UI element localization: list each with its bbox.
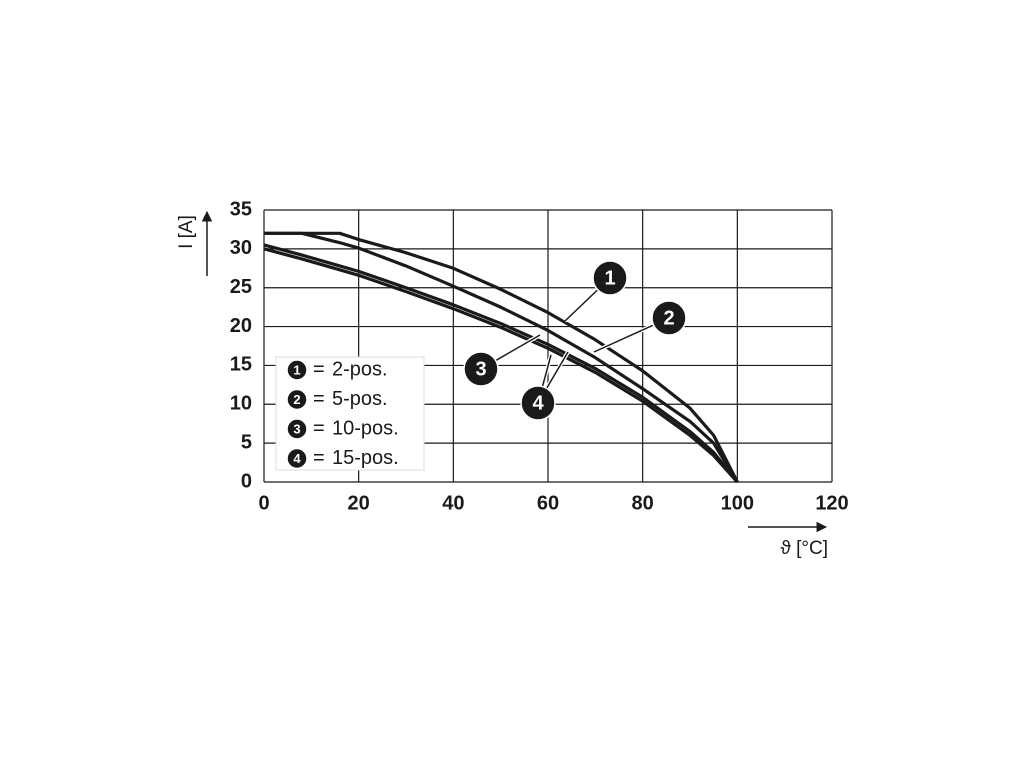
y-tick-label: 5 — [241, 431, 252, 453]
badge — [286, 359, 308, 381]
legend-separator: = — [313, 417, 325, 439]
series-line — [264, 231, 739, 483]
badge — [520, 385, 556, 421]
x-tick-label: 0 — [258, 492, 269, 514]
badge-label: 2 — [663, 307, 674, 329]
legend-separator: = — [313, 388, 325, 410]
badge-label: 4 — [293, 451, 301, 466]
y-tick-label: 15 — [230, 354, 252, 376]
badge-label: 4 — [532, 392, 544, 414]
badge-label: 2 — [293, 392, 300, 407]
badge-label: 3 — [475, 358, 486, 380]
y-axis-label: I [A] — [176, 215, 197, 249]
x-tick-label: 40 — [442, 492, 464, 514]
x-tick-label: 60 — [537, 492, 559, 514]
legend-label: 2-pos. — [332, 358, 388, 380]
series-line — [263, 243, 739, 484]
badge-label: 1 — [604, 267, 615, 289]
badge — [463, 351, 499, 387]
badge — [286, 388, 308, 411]
y-tick-label: 20 — [230, 315, 252, 337]
series-line — [264, 231, 739, 483]
y-tick-label: 0 — [241, 470, 252, 492]
legend-label: 10-pos. — [332, 417, 399, 439]
series-line — [263, 247, 739, 484]
y-tick-label: 30 — [230, 237, 252, 259]
x-tick-label: 120 — [815, 492, 848, 514]
badge — [286, 447, 308, 470]
badge — [651, 300, 687, 336]
legend-separator: = — [313, 447, 325, 469]
badge-label: 1 — [293, 362, 300, 377]
y-tick-label: 10 — [230, 393, 252, 415]
badge — [592, 260, 628, 296]
x-axis-label: ϑ [°C] — [780, 538, 828, 559]
x-tick-label: 80 — [632, 492, 654, 514]
badge — [286, 418, 308, 440]
legend-label: 15-pos. — [332, 447, 399, 469]
x-tick-label: 20 — [348, 492, 370, 514]
legend-separator: = — [313, 358, 325, 380]
badge-label: 3 — [293, 421, 300, 436]
legend-label: 5-pos. — [332, 388, 388, 410]
y-tick-label: 25 — [230, 276, 252, 298]
x-tick-label: 100 — [721, 492, 754, 514]
y-tick-label: 35 — [230, 198, 252, 220]
